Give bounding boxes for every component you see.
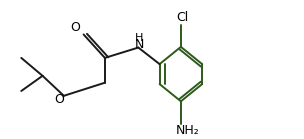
Text: H: H xyxy=(135,33,143,43)
Text: Cl: Cl xyxy=(176,11,188,24)
Text: O: O xyxy=(71,21,80,34)
Text: N: N xyxy=(135,38,144,51)
Text: O: O xyxy=(54,93,64,106)
Text: NH₂: NH₂ xyxy=(176,124,200,137)
